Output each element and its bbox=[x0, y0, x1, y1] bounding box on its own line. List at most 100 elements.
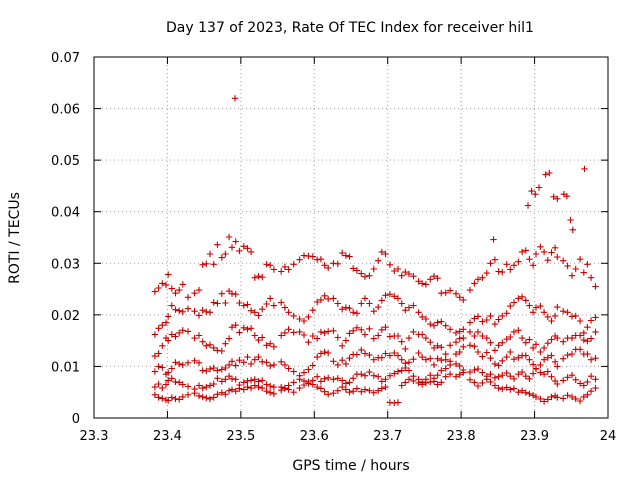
data-point bbox=[159, 384, 166, 392]
data-point bbox=[430, 344, 438, 352]
data-point bbox=[391, 267, 398, 275]
data-point bbox=[263, 359, 270, 366]
data-point bbox=[540, 371, 548, 378]
data-point bbox=[419, 313, 426, 321]
data-point bbox=[584, 324, 591, 331]
data-point bbox=[546, 169, 553, 177]
data-point bbox=[325, 264, 332, 272]
data-point bbox=[232, 376, 239, 383]
data-point bbox=[228, 244, 236, 251]
data-point bbox=[592, 283, 599, 290]
data-point bbox=[334, 300, 341, 307]
data-point bbox=[487, 260, 494, 267]
data-point bbox=[503, 310, 510, 317]
data-point bbox=[560, 377, 567, 384]
data-point bbox=[285, 309, 292, 316]
data-point bbox=[366, 272, 373, 279]
data-point bbox=[405, 304, 413, 311]
data-point bbox=[232, 322, 239, 329]
data-point bbox=[487, 339, 494, 346]
y-tick-label: 0.02 bbox=[51, 309, 80, 324]
data-point bbox=[346, 253, 353, 260]
data-point bbox=[155, 394, 162, 401]
data-point bbox=[568, 334, 576, 342]
data-point bbox=[544, 354, 551, 361]
data-point bbox=[255, 353, 262, 361]
data-point bbox=[155, 380, 162, 388]
data-point bbox=[195, 286, 203, 294]
data-point bbox=[195, 382, 203, 389]
data-point bbox=[330, 390, 337, 397]
data-point bbox=[402, 364, 409, 372]
data-point bbox=[581, 165, 588, 173]
data-point bbox=[503, 335, 510, 343]
data-point bbox=[503, 384, 510, 391]
y-axis-label: ROTI / TECUs bbox=[7, 192, 23, 284]
data-point bbox=[572, 312, 579, 320]
data-point bbox=[317, 296, 325, 304]
data-point bbox=[587, 274, 595, 281]
data-point bbox=[334, 260, 341, 267]
data-point bbox=[394, 265, 402, 273]
data-point bbox=[350, 265, 357, 272]
data-point bbox=[398, 338, 405, 345]
data-point bbox=[522, 373, 529, 380]
data-point bbox=[430, 322, 438, 329]
data-point bbox=[334, 387, 341, 394]
data-point bbox=[305, 339, 312, 346]
data-point bbox=[236, 357, 243, 364]
data-point bbox=[515, 371, 522, 378]
data-point bbox=[544, 313, 551, 321]
data-point bbox=[300, 377, 308, 385]
data-point bbox=[155, 350, 162, 357]
data-point bbox=[159, 395, 166, 402]
data-point bbox=[339, 306, 346, 313]
data-point bbox=[569, 226, 576, 233]
data-point bbox=[518, 368, 526, 376]
data-point bbox=[452, 360, 460, 368]
data-point bbox=[300, 317, 308, 325]
data-point bbox=[375, 257, 382, 264]
data-point bbox=[466, 342, 474, 349]
data-point bbox=[244, 245, 251, 252]
data-point bbox=[405, 376, 413, 383]
data-point bbox=[255, 336, 262, 344]
data-point bbox=[580, 269, 587, 276]
data-point bbox=[162, 381, 170, 388]
data-point bbox=[460, 326, 467, 333]
data-point bbox=[580, 329, 587, 337]
data-point bbox=[361, 386, 369, 393]
data-point bbox=[422, 356, 430, 363]
data-point bbox=[334, 334, 341, 341]
data-point bbox=[515, 258, 522, 265]
data-point bbox=[165, 313, 172, 320]
data-point bbox=[375, 373, 382, 380]
data-point bbox=[471, 280, 478, 287]
data-point bbox=[290, 261, 297, 268]
data-point bbox=[222, 299, 229, 307]
data-point bbox=[580, 336, 587, 344]
data-point bbox=[564, 374, 571, 381]
data-point bbox=[491, 360, 499, 368]
data-points bbox=[151, 95, 599, 407]
data-point bbox=[191, 334, 198, 342]
data-point bbox=[382, 376, 389, 383]
data-point bbox=[361, 273, 369, 280]
x-tick-label: 23.4 bbox=[153, 429, 182, 444]
chart-title: Day 137 of 2023, Rate Of TEC Index for r… bbox=[166, 20, 534, 36]
data-point bbox=[542, 171, 549, 178]
data-point bbox=[206, 365, 214, 373]
data-point bbox=[206, 382, 214, 389]
data-point bbox=[321, 348, 328, 356]
data-point bbox=[434, 275, 441, 282]
data-point bbox=[240, 302, 247, 309]
data-point bbox=[210, 364, 217, 372]
data-point bbox=[210, 261, 217, 268]
data-point bbox=[350, 388, 357, 395]
data-point bbox=[522, 297, 529, 304]
data-point bbox=[290, 329, 297, 336]
data-point bbox=[285, 266, 292, 273]
data-point bbox=[495, 316, 502, 323]
data-point bbox=[285, 382, 292, 389]
data-point bbox=[526, 302, 533, 309]
